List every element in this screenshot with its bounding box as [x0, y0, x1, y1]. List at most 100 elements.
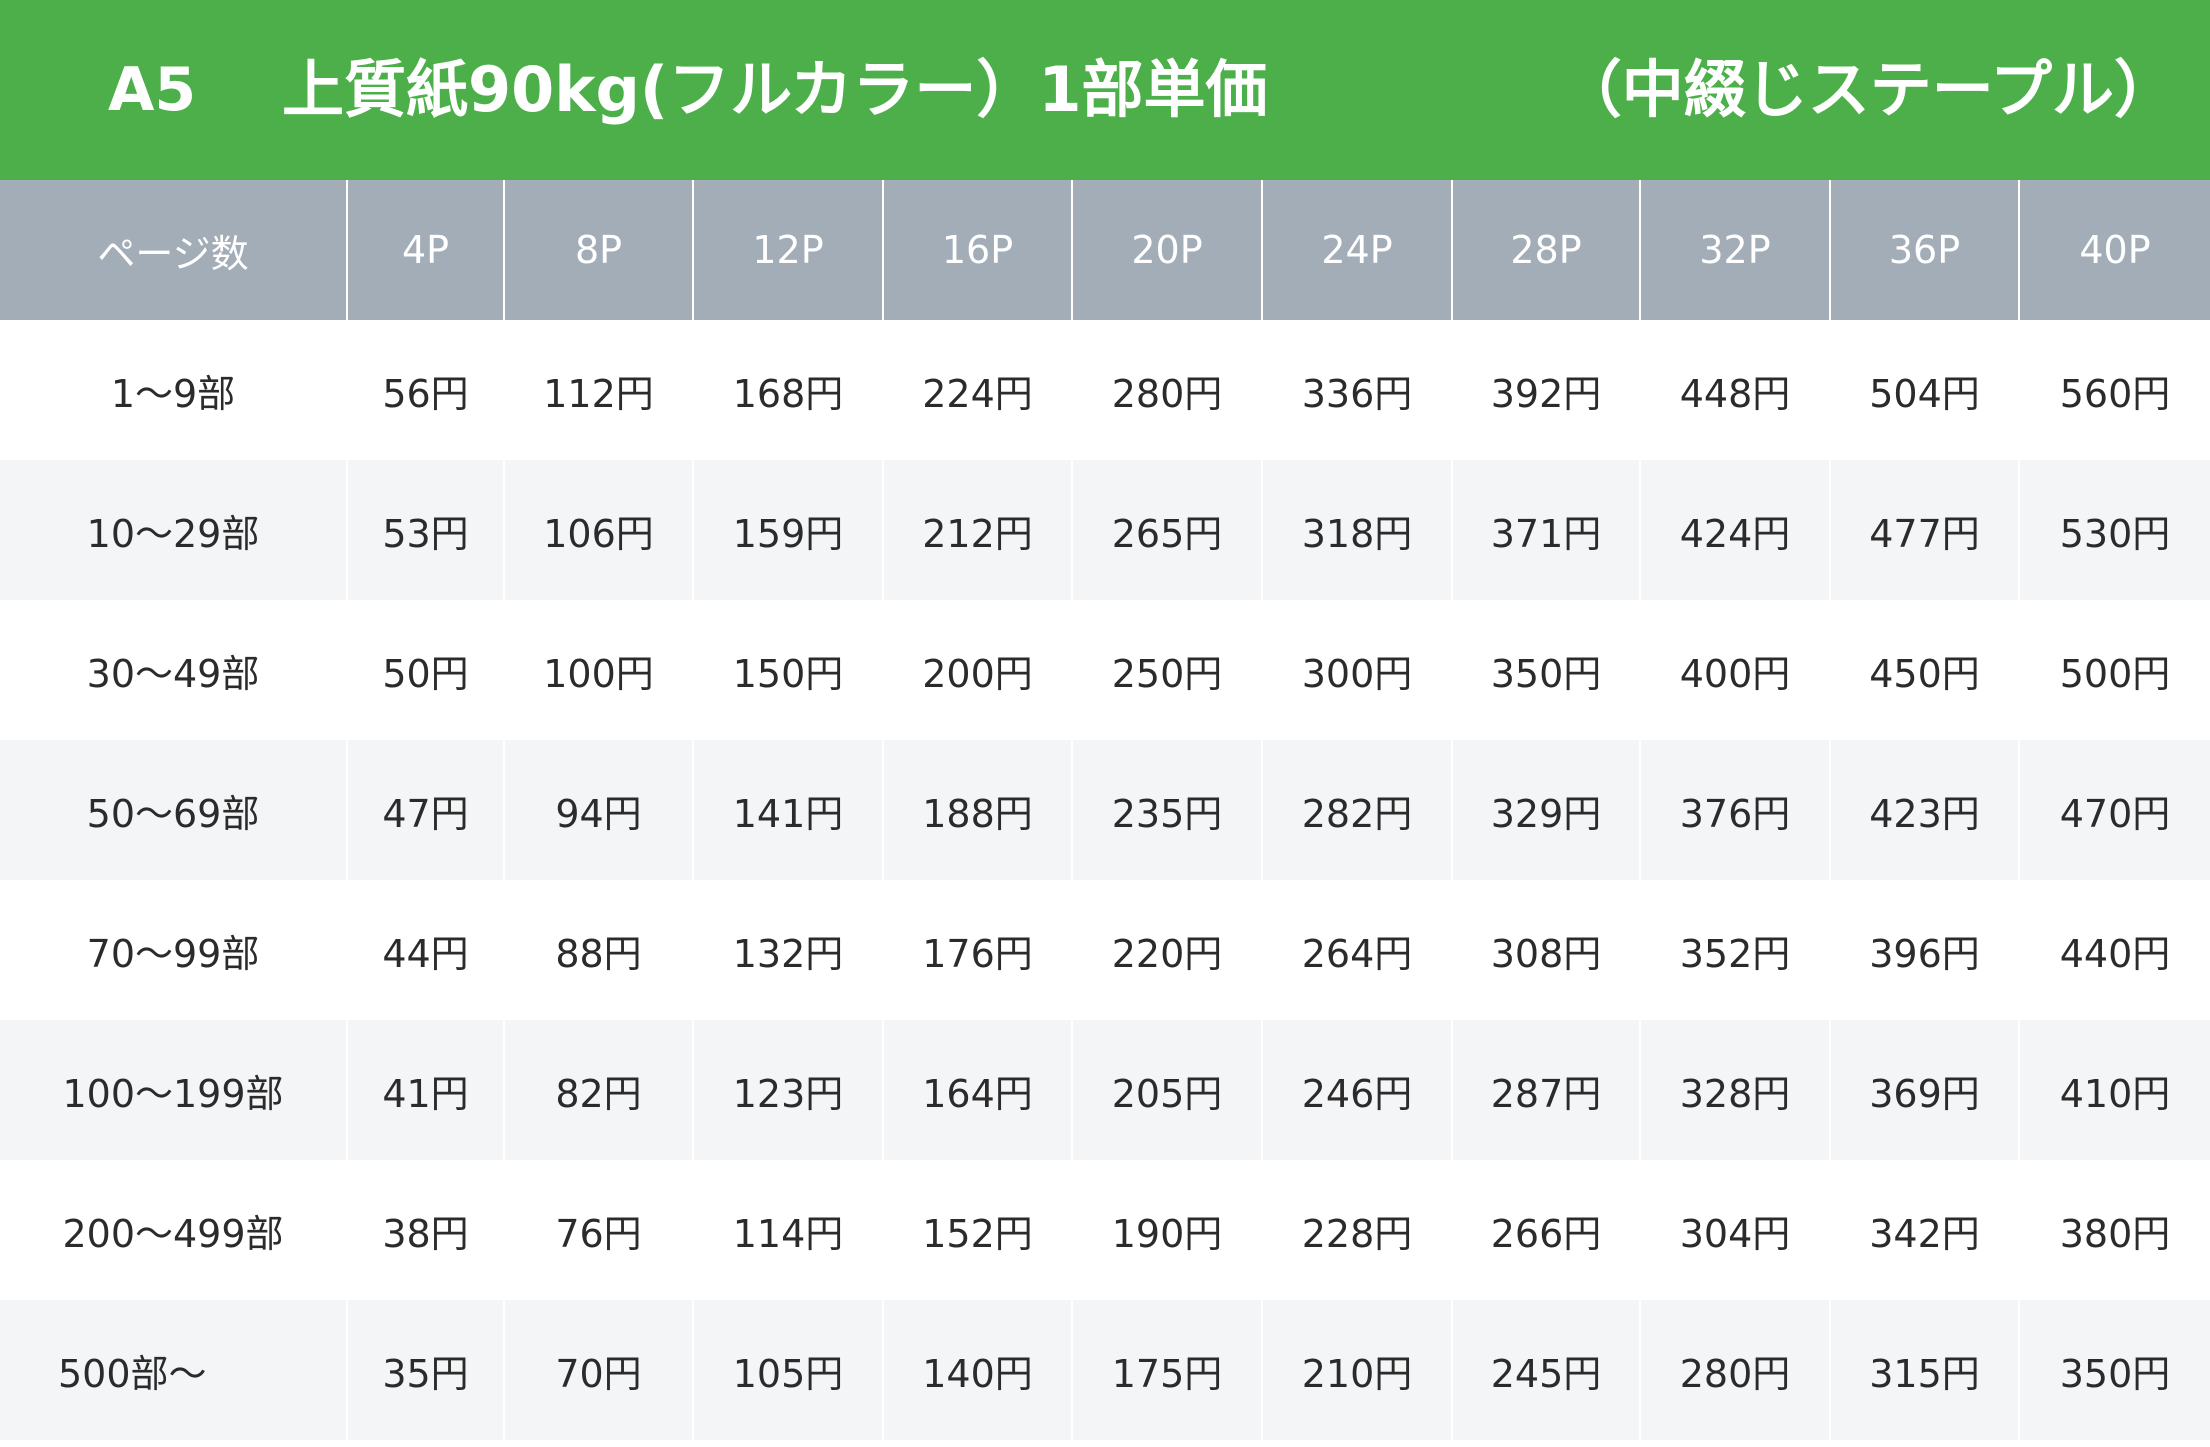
column-header: 28P [1451, 180, 1640, 320]
price-cell: 392円 [1451, 320, 1640, 460]
price-cell: 212円 [882, 460, 1072, 600]
price-cell: 210円 [1261, 1300, 1452, 1440]
price-cell: 53円 [346, 460, 504, 600]
price-cell: 265円 [1071, 460, 1262, 600]
price-cell: 168円 [692, 320, 883, 460]
price-cell: 224円 [882, 320, 1072, 460]
price-cell: 315円 [1829, 1300, 2019, 1440]
price-cell: 380円 [2018, 1160, 2210, 1300]
price-cell: 400円 [1639, 600, 1830, 740]
table-row: 1〜9部 56円 112円 168円 224円 280円 336円 392円 4… [0, 320, 2210, 460]
price-cell: 246円 [1261, 1020, 1452, 1160]
price-cell: 164円 [882, 1020, 1072, 1160]
price-cell: 88円 [503, 880, 693, 1020]
price-cell: 205円 [1071, 1020, 1262, 1160]
column-header: 16P [882, 180, 1072, 320]
price-cell: 336円 [1261, 320, 1452, 460]
table-row: 10〜29部 53円 106円 159円 212円 265円 318円 371円… [0, 460, 2210, 600]
price-cell: 329円 [1451, 740, 1640, 880]
price-cell: 423円 [1829, 740, 2019, 880]
price-cell: 56円 [346, 320, 504, 460]
price-cell: 76円 [503, 1160, 693, 1300]
price-cell: 280円 [1639, 1300, 1830, 1440]
price-cell: 300円 [1261, 600, 1452, 740]
price-cell: 287円 [1451, 1020, 1640, 1160]
binding-type: （中綴じステープル） [1559, 53, 2176, 126]
price-cell: 371円 [1451, 460, 1640, 600]
price-cell: 396円 [1829, 880, 2019, 1020]
price-cell: 350円 [1451, 600, 1640, 740]
price-cell: 350円 [2018, 1300, 2210, 1440]
price-cell: 504円 [1829, 320, 2019, 460]
price-table: ページ数 4P 8P 12P 16P 20P 24P 28P 32P 36P 4… [0, 180, 2210, 1440]
column-header: 4P [346, 180, 504, 320]
column-header: 32P [1639, 180, 1830, 320]
price-cell: 50円 [346, 600, 504, 740]
price-cell: 250円 [1071, 600, 1262, 740]
quantity-label: 10〜29部 [0, 460, 347, 600]
price-cell: 188円 [882, 740, 1072, 880]
price-cell: 448円 [1639, 320, 1830, 460]
price-cell: 175円 [1071, 1300, 1262, 1440]
price-cell: 100円 [503, 600, 693, 740]
price-cell: 41円 [346, 1020, 504, 1160]
price-cell: 200円 [882, 600, 1072, 740]
price-cell: 94円 [503, 740, 693, 880]
price-cell: 500円 [2018, 600, 2210, 740]
price-cell: 44円 [346, 880, 504, 1020]
price-cell: 220円 [1071, 880, 1262, 1020]
paper-size: A5 [108, 55, 197, 125]
price-cell: 530円 [2018, 460, 2210, 600]
column-header: 20P [1071, 180, 1262, 320]
column-header: 12P [692, 180, 883, 320]
price-cell: 132円 [692, 880, 883, 1020]
corner-header: ページ数 [0, 180, 347, 320]
price-cell: 470円 [2018, 740, 2210, 880]
price-cell: 352円 [1639, 880, 1830, 1020]
price-cell: 106円 [503, 460, 693, 600]
column-header: 8P [503, 180, 693, 320]
price-cell: 35円 [346, 1300, 504, 1440]
price-cell: 112円 [503, 320, 693, 460]
price-cell: 280円 [1071, 320, 1262, 460]
price-cell: 152円 [882, 1160, 1072, 1300]
price-cell: 114円 [692, 1160, 883, 1300]
price-cell: 342円 [1829, 1160, 2019, 1300]
column-header: 24P [1261, 180, 1452, 320]
table-row: 30〜49部 50円 100円 150円 200円 250円 300円 350円… [0, 600, 2210, 740]
quantity-label: 1〜9部 [0, 320, 347, 460]
price-cell: 140円 [882, 1300, 1072, 1440]
quantity-label: 30〜49部 [0, 600, 347, 740]
table-row: 70〜99部 44円 88円 132円 176円 220円 264円 308円 … [0, 880, 2210, 1020]
price-cell: 424円 [1639, 460, 1830, 600]
price-cell: 38円 [346, 1160, 504, 1300]
quantity-label: 50〜69部 [0, 740, 347, 880]
price-cell: 176円 [882, 880, 1072, 1020]
price-cell: 150円 [692, 600, 883, 740]
price-cell: 450円 [1829, 600, 2019, 740]
price-cell: 141円 [692, 740, 883, 880]
price-cell: 264円 [1261, 880, 1452, 1020]
price-cell: 477円 [1829, 460, 2019, 600]
price-cell: 82円 [503, 1020, 693, 1160]
price-cell: 308円 [1451, 880, 1640, 1020]
quantity-label: 70〜99部 [0, 880, 347, 1020]
price-cell: 318円 [1261, 460, 1452, 600]
price-cell: 159円 [692, 460, 883, 600]
price-cell: 440円 [2018, 880, 2210, 1020]
quantity-label: 500部〜 [0, 1300, 347, 1440]
price-cell: 190円 [1071, 1160, 1262, 1300]
price-cell: 47円 [346, 740, 504, 880]
quantity-label: 100〜199部 [0, 1020, 347, 1160]
price-cell: 369円 [1829, 1020, 2019, 1160]
price-cell: 245円 [1451, 1300, 1640, 1440]
table-row: 200〜499部 38円 76円 114円 152円 190円 228円 266… [0, 1160, 2210, 1300]
page-title: 上質紙90kg(フルカラー）1部単価 [282, 53, 1268, 126]
price-cell: 376円 [1639, 740, 1830, 880]
price-cell: 328円 [1639, 1020, 1830, 1160]
table-row: 100〜199部 41円 82円 123円 164円 205円 246円 287… [0, 1020, 2210, 1160]
table-row: 50〜69部 47円 94円 141円 188円 235円 282円 329円 … [0, 740, 2210, 880]
price-cell: 235円 [1071, 740, 1262, 880]
column-header: 36P [1829, 180, 2019, 320]
price-cell: 70円 [503, 1300, 693, 1440]
